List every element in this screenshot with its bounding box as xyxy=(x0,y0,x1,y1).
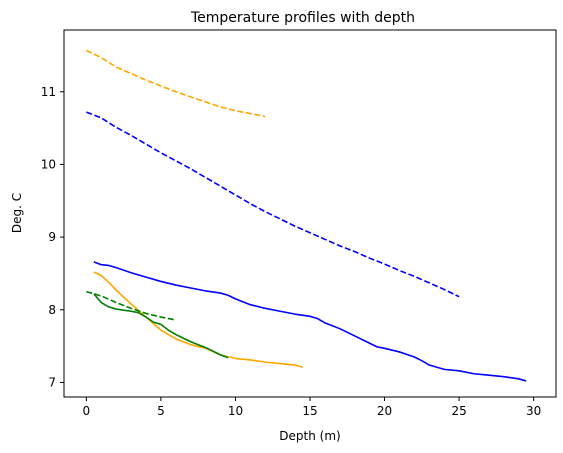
y-tick-label: 8 xyxy=(48,303,56,317)
plot-area xyxy=(86,49,527,382)
x-tick-label: 15 xyxy=(302,404,317,418)
y-tick-label: 10 xyxy=(41,157,56,171)
series-layer xyxy=(86,49,527,382)
x-tick-label: 5 xyxy=(157,404,165,418)
x-tick-label: 0 xyxy=(83,404,91,418)
y-axis-label: Deg. C xyxy=(10,193,24,233)
x-tick-label: 25 xyxy=(451,404,466,418)
y-axis: 7 8 9 10 11 xyxy=(41,85,64,389)
x-tick-label: 10 xyxy=(228,404,243,418)
series-line-4 xyxy=(86,49,266,118)
series-line-2 xyxy=(86,111,460,298)
axes-frame xyxy=(63,29,557,398)
series-line-5 xyxy=(93,293,229,359)
y-tick-label: 9 xyxy=(48,230,56,244)
x-tick-label: 20 xyxy=(377,404,392,418)
chart-title: Temperature profiles with depth xyxy=(190,10,415,26)
x-axis: 0 5 10 15 20 25 30 xyxy=(83,397,541,418)
x-tick-label: 30 xyxy=(526,404,541,418)
series-line-1 xyxy=(93,261,527,382)
y-tick-label: 11 xyxy=(41,85,56,99)
series-line-3 xyxy=(93,271,303,368)
x-axis-label: Depth (m) xyxy=(279,429,340,443)
y-tick-label: 7 xyxy=(48,375,56,389)
series-line-6 xyxy=(86,290,176,321)
